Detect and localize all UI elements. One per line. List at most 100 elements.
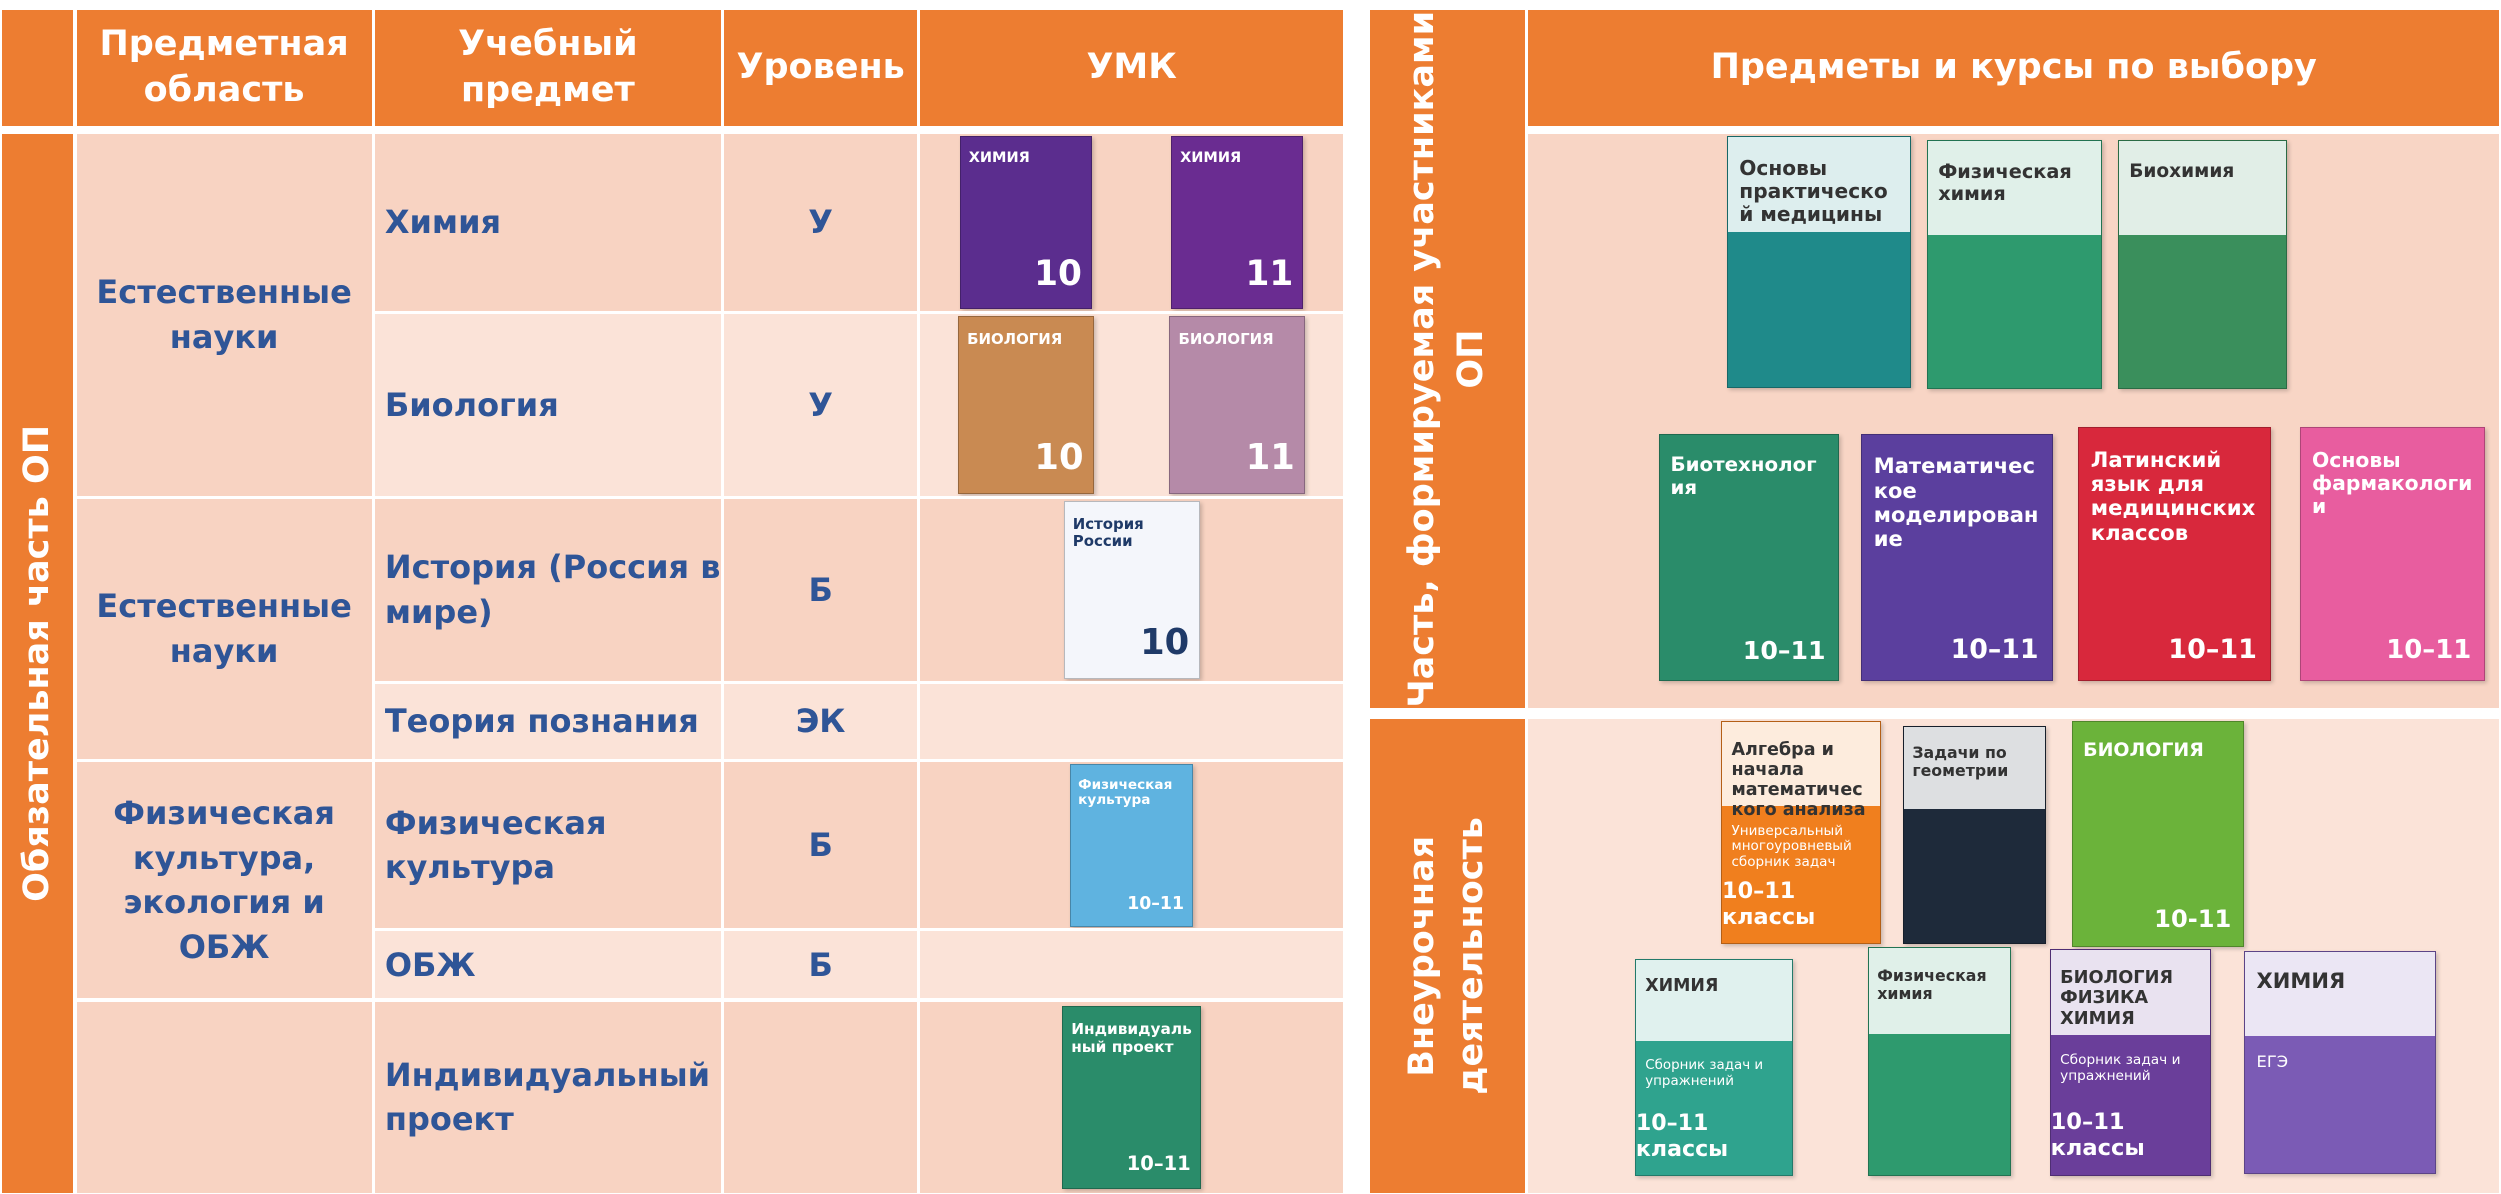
subject-cell: Химия	[374, 133, 721, 312]
umk-cell: История России 10	[920, 499, 1343, 682]
electives-section-label: Часть, формируемая участниками ОП	[1402, 10, 1492, 708]
cover-title: ХИМИЯ	[2256, 968, 2346, 994]
cover-title: История России	[1072, 514, 1144, 551]
book-cover: БИОЛОГИЯ 10-11	[2071, 720, 2245, 948]
cover-band	[1868, 948, 2011, 1035]
cover-title: БИОЛОГИЯ	[1178, 329, 1274, 348]
cover-title: Основы практической медицины	[1739, 155, 1888, 226]
umk-cell	[920, 684, 1343, 760]
cover-grade: 10–11	[1742, 636, 1826, 666]
subject-cell: Физическая культура	[374, 762, 721, 929]
column-header: УМК	[920, 9, 1343, 126]
subject-cell: Индивидуальный проект	[374, 1001, 721, 1194]
subject-name: Индивидуальный проект	[384, 1055, 711, 1139]
cover-band	[2050, 950, 2210, 1036]
electives-section-label: Внеурочная деятельность	[1402, 817, 1492, 1096]
column-header-text: Предметная область	[99, 24, 349, 110]
cover-subtitle: Универсальный многоуровневый сборник зад…	[1731, 822, 1852, 870]
cover-title: ХИМИЯ	[968, 150, 1030, 167]
cover-subtitle: Сборник задач и упражнений	[1645, 1058, 1764, 1089]
cover-title: БИОЛОГИЯ	[2083, 738, 2204, 761]
cover-title: Физическая химия	[1877, 965, 1987, 1003]
domain-name: Естественные науки	[96, 273, 352, 356]
book-cover: Физическая химия	[1867, 947, 2012, 1176]
cover-title: Физическая культура	[1078, 776, 1173, 809]
cover-band	[1728, 136, 1910, 232]
cover-title: Биохимия	[2129, 161, 2235, 183]
cover-band	[1635, 959, 1792, 1042]
book-cover: Биотехнология 10–11	[1658, 433, 1840, 682]
subject-name: ОБЖ	[384, 945, 476, 984]
level-cell: Б	[724, 499, 918, 682]
cover-grade: 10–11	[2386, 634, 2472, 665]
cover-grade: 10	[1034, 437, 1084, 479]
umk-cell	[920, 931, 1343, 999]
book-cover: ХИМИЯ Сборник задач и упражнений 10–11 кла…	[1634, 958, 1793, 1176]
cover-grade: 11	[1245, 254, 1294, 295]
electives-header: Предметы и курсы по выбору	[1528, 9, 2500, 126]
electives-section-label-cell: Внеурочная деятельность	[1370, 719, 1525, 1194]
cover-title: Латинский язык для медицинских классов	[2090, 447, 2256, 546]
subject-cell: Биология	[374, 314, 721, 497]
subject-name: Физическая культура	[384, 803, 607, 887]
domain-cell	[76, 1001, 372, 1194]
cover-title: Основы фармакологии	[2311, 447, 2473, 519]
subject-name: Химия	[384, 203, 502, 242]
cover-title: Биотехнология	[1670, 453, 1817, 500]
cover-grade: 10–11 классы	[1635, 1109, 1729, 1162]
section-label: Обязательная часть ОП	[16, 425, 57, 902]
subject-name: Биология	[384, 385, 559, 424]
book-cover: Задачи по геометрии	[1902, 725, 2047, 945]
level: Б	[808, 825, 833, 864]
subject-name: Теория познания	[384, 702, 699, 741]
column-header: Учебный предмет	[374, 9, 721, 126]
cover-title: Задачи по геометрии	[1912, 743, 2009, 781]
book-cover: Биохимия	[2118, 140, 2288, 390]
level: Б	[808, 570, 833, 609]
electives-header-text: Предметы и курсы по выбору	[1710, 47, 2317, 88]
level-cell: У	[724, 133, 918, 312]
column-header: Предметная область	[76, 9, 372, 126]
cover-grade: 10–11 классы	[1722, 877, 1816, 930]
section-label-cell: Обязательная часть ОП	[1, 133, 74, 1194]
subject-cell: История (Россия в мире)	[374, 499, 721, 682]
level: У	[808, 203, 833, 242]
subject-cell: ОБЖ	[374, 931, 721, 999]
cover-subtitle: ЕГЭ	[2256, 1052, 2289, 1072]
cover-band	[1722, 721, 1880, 807]
cover-title: Физическая химия	[1938, 160, 2072, 206]
cover-grade: 10–11	[2168, 633, 2257, 665]
cover-title: Индивидуальный проект	[1071, 1020, 1192, 1056]
cover-band	[1927, 141, 2102, 236]
umk-cell: Физическая культура 10–11	[920, 762, 1343, 929]
level: Б	[808, 945, 833, 984]
domain-name: Естественные науки	[96, 587, 352, 671]
subject-name: История (Россия в мире)	[384, 548, 721, 632]
level: У	[808, 385, 833, 424]
header-corner	[1, 9, 74, 126]
book-cover: ХИМИЯ 11	[1171, 135, 1304, 310]
book-cover: Физическая культура 10–11	[1069, 764, 1194, 927]
domain-cell: Естественные науки	[76, 133, 372, 497]
domain-cell: Естественные науки	[76, 499, 372, 760]
level-cell	[724, 1001, 918, 1194]
cover-grade: 10-11	[2154, 904, 2232, 933]
electives-section-label-cell: Часть, формируемая участниками ОП	[1370, 9, 1525, 709]
book-cover: ХИМИЯ ЕГЭ	[2244, 950, 2436, 1174]
cover-band	[2245, 951, 2435, 1036]
cover-title: ХИМИЯ	[1645, 975, 1719, 996]
cover-title: Алгебра и начала математического анализа	[1731, 739, 1866, 821]
domain-cell: Физическая культура, экология и ОБЖ	[76, 762, 372, 999]
cover-band	[1903, 726, 2046, 809]
book-cover: ХИМИЯ 10	[959, 135, 1093, 310]
cover-subtitle: Сборник задач и упражнений	[2060, 1052, 2181, 1085]
book-cover: Основы практической медицины	[1727, 135, 1911, 388]
umk-cell: ХИМИЯ 10 ХИМИЯ 11	[920, 133, 1343, 312]
cover-grade: 10	[1034, 254, 1082, 295]
column-header-text: Учебный предмет	[458, 24, 638, 110]
cover-title: ХИМИЯ	[1180, 150, 1242, 167]
subject-cell: Теория познания	[374, 684, 721, 760]
level-cell: У	[724, 314, 918, 497]
level-cell: ЭК	[724, 684, 918, 760]
column-header-text: Уровень	[736, 47, 905, 88]
